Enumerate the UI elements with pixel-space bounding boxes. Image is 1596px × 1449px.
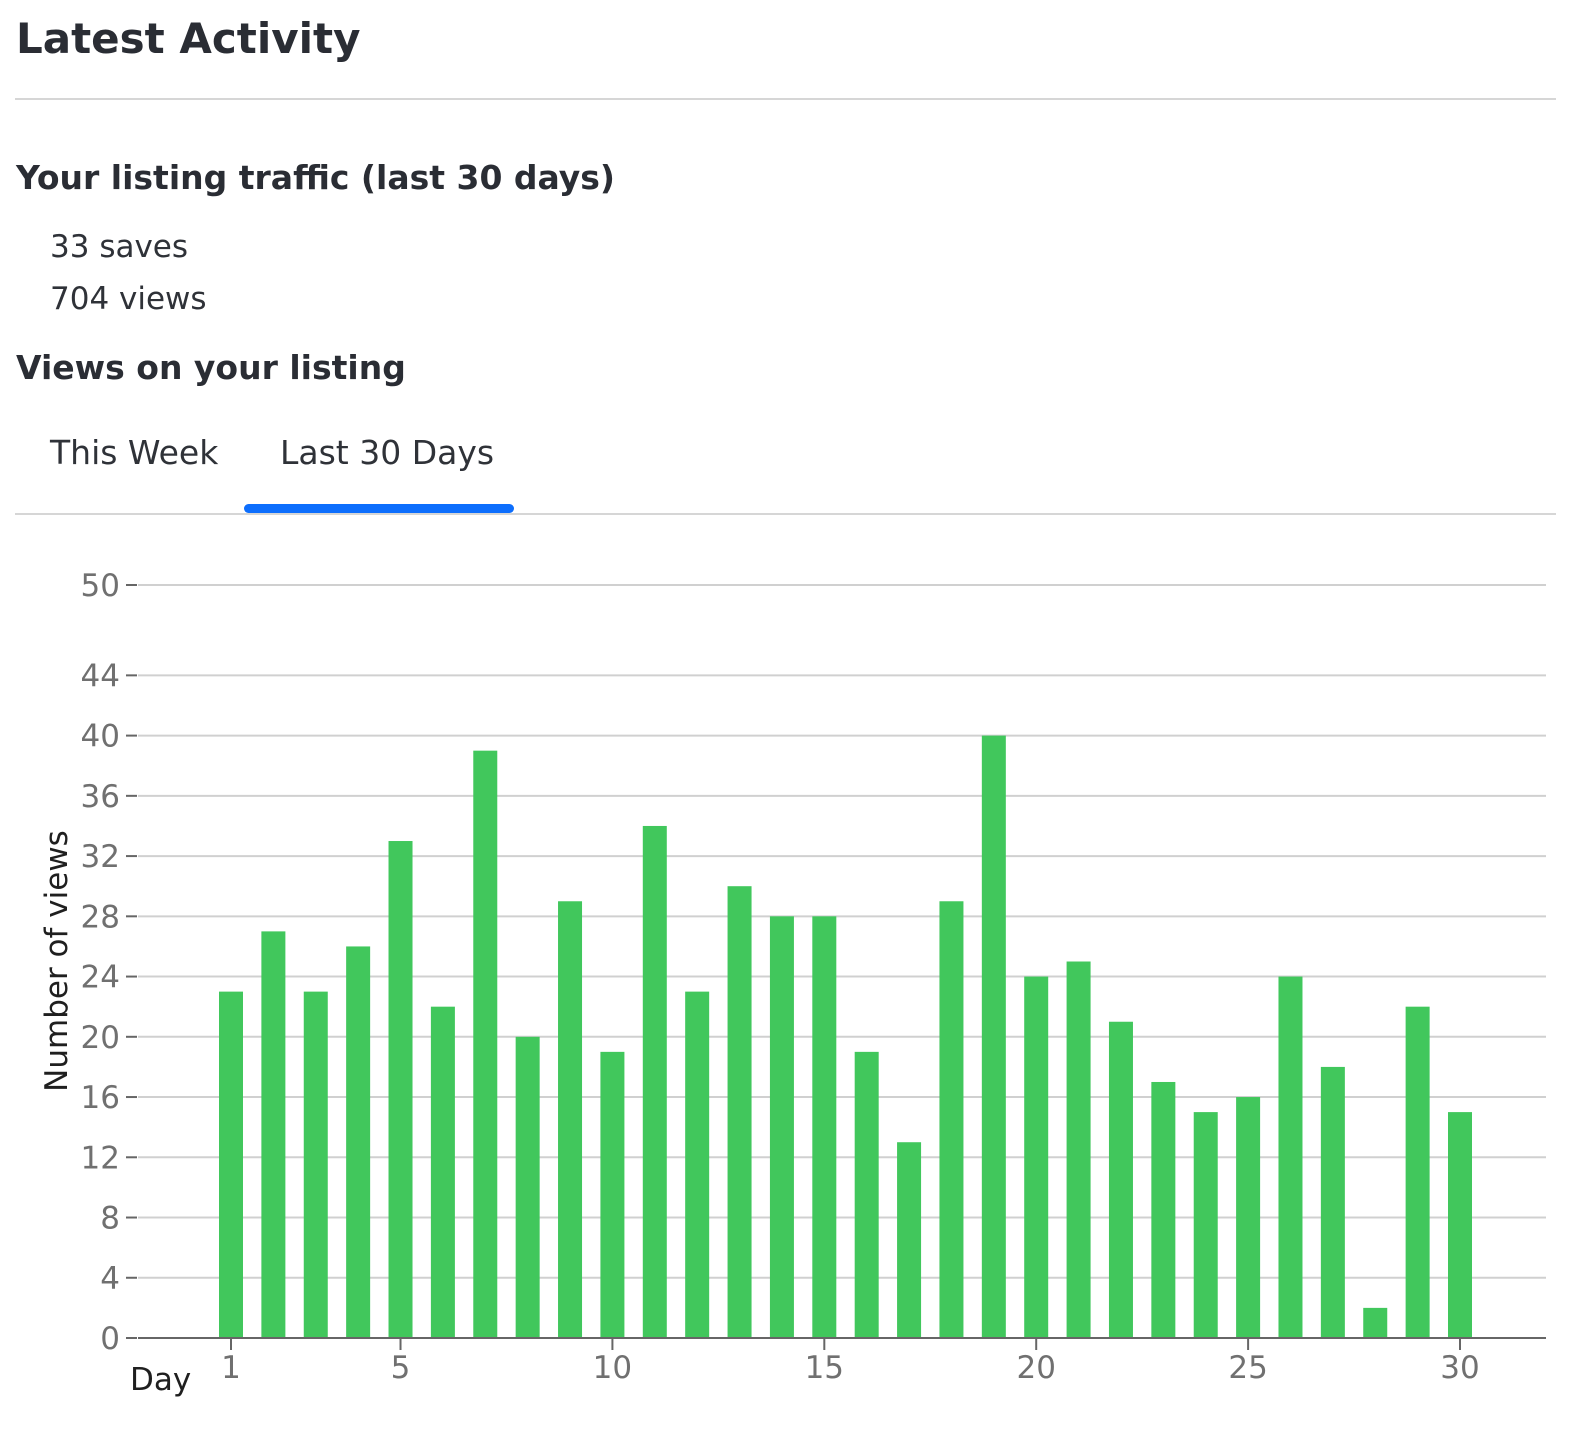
saves-stat: 33 saves: [50, 227, 188, 267]
x-tick-label: 20: [1016, 1350, 1055, 1386]
page-title: Latest Activity: [16, 14, 361, 63]
y-tick-label: 32: [81, 839, 120, 875]
bar-day-9: [558, 901, 583, 1338]
bar-day-22: [1108, 1021, 1133, 1338]
y-tick-label: 24: [81, 960, 120, 996]
bar-day-4: [346, 946, 371, 1338]
y-tick-label: 4: [100, 1261, 120, 1297]
y-tick-label: 28: [81, 899, 120, 935]
traffic-heading: Your listing traffic (last 30 days): [16, 158, 616, 197]
bar-day-27: [1320, 1066, 1345, 1338]
y-tick-label: 44: [81, 658, 120, 694]
views-heading: Views on your listing: [16, 348, 406, 387]
bar-day-17: [897, 1142, 922, 1338]
bar-day-12: [685, 991, 710, 1338]
bar-day-15: [812, 916, 837, 1338]
bar-day-7: [473, 750, 498, 1338]
y-tick-label: 16: [81, 1080, 120, 1116]
bar-day-2: [261, 931, 286, 1338]
title-divider: [15, 98, 1556, 100]
y-tick-label: 12: [81, 1140, 120, 1176]
views-count: 704: [50, 281, 110, 317]
y-tick-label: 8: [100, 1201, 120, 1237]
views-stat: 704 views: [50, 279, 207, 319]
bar-day-24: [1193, 1112, 1218, 1338]
x-tick-label: 5: [391, 1350, 411, 1386]
saves-count: 33: [50, 229, 90, 265]
tab-last-30-days[interactable]: Last 30 Days: [280, 433, 495, 472]
bar-day-21: [1066, 961, 1091, 1338]
bar-day-25: [1236, 1097, 1261, 1338]
bar-day-26: [1278, 976, 1303, 1338]
saves-label: saves: [99, 229, 189, 265]
bar-day-23: [1151, 1081, 1176, 1338]
bars: [219, 735, 1472, 1338]
y-tick-label: 36: [81, 779, 120, 815]
y-tick-label: 50: [81, 568, 120, 604]
active-tab-indicator: [244, 504, 514, 513]
bar-day-19: [981, 735, 1006, 1338]
bar-day-6: [430, 1006, 455, 1338]
bar-day-13: [727, 886, 752, 1338]
bar-day-18: [939, 901, 964, 1338]
bar-day-11: [642, 825, 667, 1338]
y-tick-label: 40: [81, 719, 120, 755]
bar-day-10: [600, 1051, 625, 1338]
bar-day-29: [1405, 1006, 1430, 1338]
bar-day-20: [1024, 976, 1049, 1338]
grid-lines: [138, 584, 1546, 1279]
x-tick-label: 10: [593, 1350, 632, 1386]
views-label: views: [119, 281, 207, 317]
bar-day-30: [1448, 1112, 1472, 1338]
bar-day-16: [854, 1051, 879, 1338]
x-tick-label: 1: [221, 1350, 241, 1386]
bar-day-8: [515, 1036, 540, 1338]
bar-day-14: [769, 916, 794, 1338]
tabs-divider: [15, 513, 1556, 515]
x-tick-label: 25: [1228, 1350, 1267, 1386]
x-tick-label: 15: [805, 1350, 844, 1386]
y-axis-label: Number of views: [39, 830, 75, 1092]
bar-day-3: [303, 991, 328, 1338]
bar-day-28: [1363, 1307, 1388, 1338]
x-axis-label: Day: [130, 1362, 191, 1398]
bar-day-5: [388, 841, 413, 1338]
tab-this-week[interactable]: This Week: [50, 433, 219, 472]
y-tick-label: 20: [81, 1020, 120, 1056]
y-tick-label: 0: [100, 1321, 120, 1357]
bar-day-1: [219, 991, 243, 1338]
x-tick-label: 30: [1440, 1350, 1479, 1386]
